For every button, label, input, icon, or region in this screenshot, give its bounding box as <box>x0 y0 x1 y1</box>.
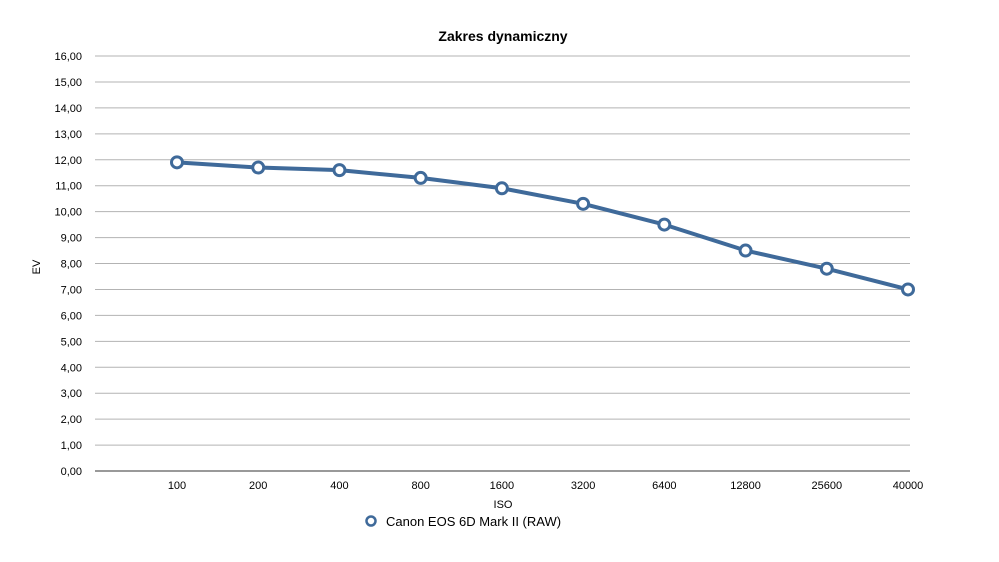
y-tick-label: 9,00 <box>61 233 82 245</box>
data-point <box>170 155 184 170</box>
x-tick-label: 200 <box>249 480 267 492</box>
legend-marker <box>365 515 377 527</box>
y-axis-label: EV <box>31 259 43 274</box>
x-tick-label: 40000 <box>893 480 924 492</box>
x-tick-label: 400 <box>330 480 348 492</box>
x-tick-label: 25600 <box>811 480 842 492</box>
y-tick-label: 0,00 <box>61 466 82 478</box>
y-tick-label: 8,00 <box>61 259 82 271</box>
data-point <box>576 196 591 211</box>
data-point <box>413 170 428 185</box>
gridlines <box>95 55 910 446</box>
y-tick-labels: 0,00 1,00 2,00 3,00 4,00 5,00 6,00 7,00 8,00 9,00… <box>54 51 82 478</box>
x-tick-label: 3200 <box>571 480 595 492</box>
data-point <box>738 243 753 258</box>
y-tick-label: 14,00 <box>54 103 82 115</box>
y-tick-label: 1,00 <box>61 440 82 452</box>
data-point <box>332 163 347 178</box>
data-point <box>251 160 266 175</box>
x-axis-label: ISO <box>494 499 513 511</box>
x-tick-label: 800 <box>411 480 429 492</box>
y-tick-label: 2,00 <box>61 414 82 426</box>
x-tick-label: 12800 <box>730 480 761 492</box>
data-point <box>494 181 509 196</box>
x-tick-label: 1600 <box>490 480 514 492</box>
x-tick-labels: 100 200 400 800 1600 3200 6400 12800 25600 40000 <box>168 480 923 492</box>
y-tick-label: 5,00 <box>61 336 82 348</box>
y-tick-label: 11,00 <box>55 181 82 193</box>
y-tick-label: 4,00 <box>61 362 82 374</box>
y-tick-label: 7,00 <box>61 284 82 296</box>
legend: Canon EOS 6D Mark II (RAW) <box>365 514 561 529</box>
data-point <box>657 217 672 232</box>
x-tick-label: 100 <box>168 480 186 492</box>
data-point <box>819 261 834 276</box>
series-line <box>176 160 909 292</box>
series-group <box>170 155 915 297</box>
x-tick-label: 6400 <box>652 480 676 492</box>
y-tick-label: 3,00 <box>61 388 82 400</box>
y-tick-label: 6,00 <box>61 310 82 322</box>
chart-title: Zakres dynamiczny <box>438 28 567 44</box>
y-tick-label: 16,00 <box>54 51 82 63</box>
legend-label: Canon EOS 6D Mark II (RAW) <box>386 514 561 529</box>
data-point <box>901 282 915 297</box>
y-tick-label: 13,00 <box>54 129 82 141</box>
y-tick-label: 12,00 <box>54 155 82 167</box>
y-tick-label: 10,00 <box>54 207 82 219</box>
y-tick-label: 15,00 <box>54 77 82 89</box>
